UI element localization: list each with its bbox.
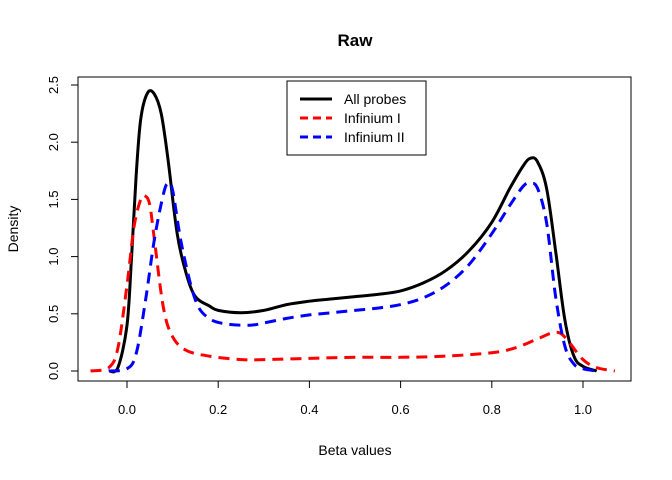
x-axis-label: Beta values	[318, 442, 391, 458]
x-tick-label: 1.0	[574, 402, 592, 417]
y-tick-label: 0.5	[46, 305, 61, 323]
x-tick-label: 0.0	[118, 402, 136, 417]
series-line-infinium-ii	[108, 181, 597, 373]
legend-label-infinium-i: Infinium I	[344, 110, 401, 126]
y-tick-label: 2.0	[46, 133, 61, 151]
x-tick-label: 0.8	[483, 402, 501, 417]
y-axis-label: Density	[5, 206, 21, 253]
x-axis: 0.0 0.2 0.4 0.6 0.8 1.0	[118, 380, 592, 417]
x-tick-label: 0.6	[392, 402, 410, 417]
legend-box	[286, 80, 427, 156]
y-tick-label: 1.5	[46, 190, 61, 208]
chart-title: Raw	[338, 31, 374, 50]
x-tick-label: 0.4	[300, 402, 318, 417]
series-line-infinium-i	[90, 193, 616, 373]
y-tick-label: 1.0	[46, 248, 61, 266]
legend: All probes Infinium I Infinium II	[286, 80, 427, 156]
x-tick-label: 0.2	[209, 402, 227, 417]
series-layer	[90, 89, 616, 374]
series-line-all-probes	[108, 89, 598, 374]
legend-label-infinium-ii: Infinium II	[344, 129, 405, 145]
y-axis: 0.0 0.5 1.0 1.5 2.0 2.5	[46, 76, 79, 380]
y-tick-label: 0.0	[46, 362, 61, 380]
y-tick-label: 2.5	[46, 76, 61, 94]
legend-label-all-probes: All probes	[344, 91, 406, 107]
